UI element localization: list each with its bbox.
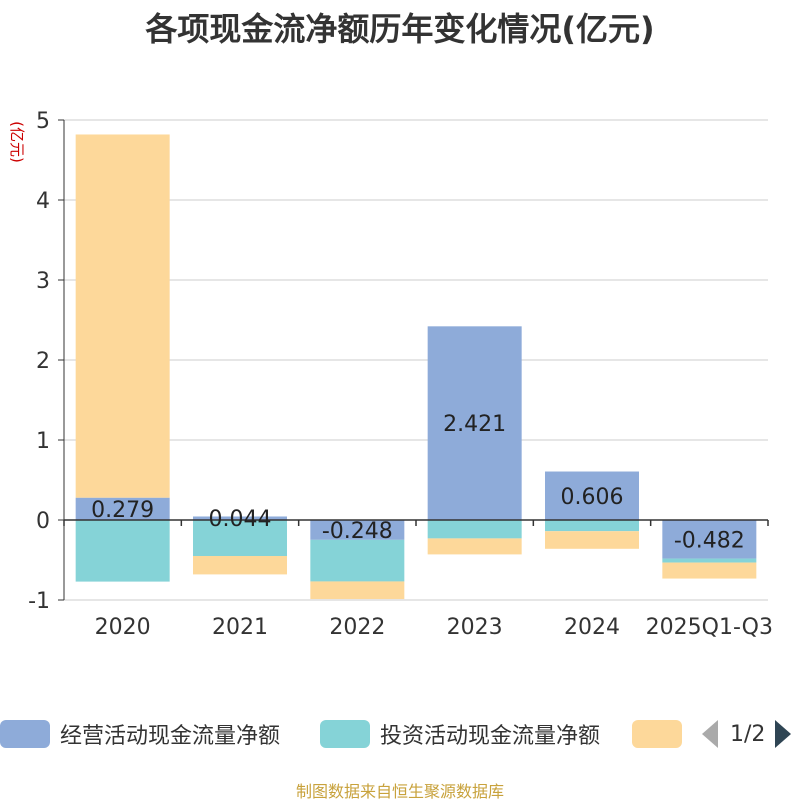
bar-investing-2023: [427, 520, 522, 539]
pager-next-icon[interactable]: [775, 720, 792, 748]
x-tick-label: 2020: [95, 615, 151, 640]
chart-title: 各项现金流净额历年变化情况(亿元): [145, 10, 655, 48]
data-label: 2.421: [443, 412, 506, 437]
y-tick-label: 3: [36, 269, 50, 294]
bar-third-2025Q1-Q3: [662, 562, 757, 579]
source-note: 制图数据来自恒生聚源数据库: [295, 782, 504, 801]
bar-operating-2021: [193, 516, 287, 520]
legend-label-operating: 经营活动现金流量净额: [60, 724, 281, 749]
bar-third-2020: [75, 134, 170, 498]
y-tick-label: 1: [36, 429, 50, 454]
bar-investing-2025Q1-Q3: [662, 558, 757, 563]
data-label: 0.606: [561, 485, 624, 510]
y-tick-label: 5: [36, 109, 50, 134]
data-label: 0.044: [209, 507, 272, 532]
legend-label-investing: 投资活动现金流量净额: [380, 724, 601, 749]
y-tick-label: -1: [28, 589, 50, 614]
legend-swatch-third: [632, 720, 682, 748]
legend-swatch-investing: [320, 720, 370, 748]
x-tick-label: 2023: [447, 615, 503, 640]
legend-pager: 1/2: [702, 716, 792, 752]
legend-item-operating[interactable]: 经营活动现金流量净额: [0, 716, 280, 752]
bar-operating-2024: [545, 471, 639, 520]
pager-prev-icon[interactable]: [702, 720, 718, 748]
data-label: 0.279: [91, 498, 154, 523]
bar-third-2023: [427, 538, 522, 555]
bar-operating-2020: [75, 497, 170, 520]
y-tick-label: 2: [36, 349, 50, 374]
data-label: -0.248: [322, 519, 393, 544]
x-tick-label: 2024: [564, 615, 620, 640]
bar-operating-2025Q1-Q3: [662, 520, 757, 559]
legend: 经营活动现金流量净额 投资活动现金流量净额 1/2: [0, 716, 800, 752]
bar-operating-2022: [310, 520, 405, 540]
data-label: -0.482: [674, 528, 745, 553]
bar-investing-2021: [193, 520, 287, 556]
y-tick-label: 0: [36, 509, 50, 534]
y-axis-label: (亿元): [8, 121, 26, 163]
legend-swatch-operating: [0, 720, 50, 748]
bar-third-2024: [545, 531, 639, 549]
bar-investing-2022: [310, 539, 405, 582]
bar-third-2022: [310, 581, 405, 600]
x-tick-label: 2022: [329, 615, 385, 640]
legend-item-investing[interactable]: 投资活动现金流量净额: [320, 716, 600, 752]
bar-investing-2020: [75, 520, 170, 582]
legend-item-third[interactable]: [632, 716, 692, 752]
bar-investing-2024: [545, 520, 639, 532]
x-tick-label: 2021: [212, 615, 268, 640]
y-tick-label: 4: [36, 189, 50, 214]
pager-text: 1/2: [730, 721, 766, 747]
bar-third-2021: [193, 556, 287, 575]
x-tick-label: 2025Q1-Q3: [646, 615, 773, 640]
chart-plot: -1 0 1 2 3 4 5 (亿元) 2020 2021 2022 2023 2024 2025Q1-Q…: [8, 109, 773, 640]
bar-operating-2023: [427, 326, 522, 520]
